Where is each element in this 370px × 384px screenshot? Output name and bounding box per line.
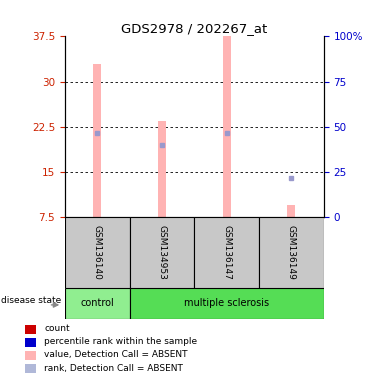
Title: GDS2978 / 202267_at: GDS2978 / 202267_at bbox=[121, 22, 268, 35]
Bar bbox=[130, 217, 194, 288]
Text: rank, Detection Call = ABSENT: rank, Detection Call = ABSENT bbox=[44, 364, 183, 372]
Bar bbox=[130, 288, 324, 319]
Bar bbox=[65, 217, 130, 288]
Bar bbox=[287, 205, 295, 217]
Bar bbox=[26, 351, 36, 360]
Bar bbox=[158, 121, 166, 217]
Text: count: count bbox=[44, 324, 70, 333]
Bar bbox=[259, 217, 324, 288]
Text: control: control bbox=[80, 298, 114, 308]
Text: GSM136149: GSM136149 bbox=[287, 225, 296, 280]
Text: multiple sclerosis: multiple sclerosis bbox=[184, 298, 269, 308]
Text: GSM134953: GSM134953 bbox=[157, 225, 166, 280]
Bar bbox=[26, 338, 36, 347]
Bar bbox=[223, 36, 231, 217]
Text: GSM136147: GSM136147 bbox=[222, 225, 231, 280]
Text: value, Detection Call = ABSENT: value, Detection Call = ABSENT bbox=[44, 351, 188, 359]
Text: percentile rank within the sample: percentile rank within the sample bbox=[44, 338, 198, 346]
Bar bbox=[26, 364, 36, 373]
Bar bbox=[93, 64, 101, 217]
Text: GSM136140: GSM136140 bbox=[92, 225, 102, 280]
Bar bbox=[65, 288, 130, 319]
Bar bbox=[26, 325, 36, 334]
Text: disease state: disease state bbox=[1, 296, 61, 305]
Bar bbox=[194, 217, 259, 288]
